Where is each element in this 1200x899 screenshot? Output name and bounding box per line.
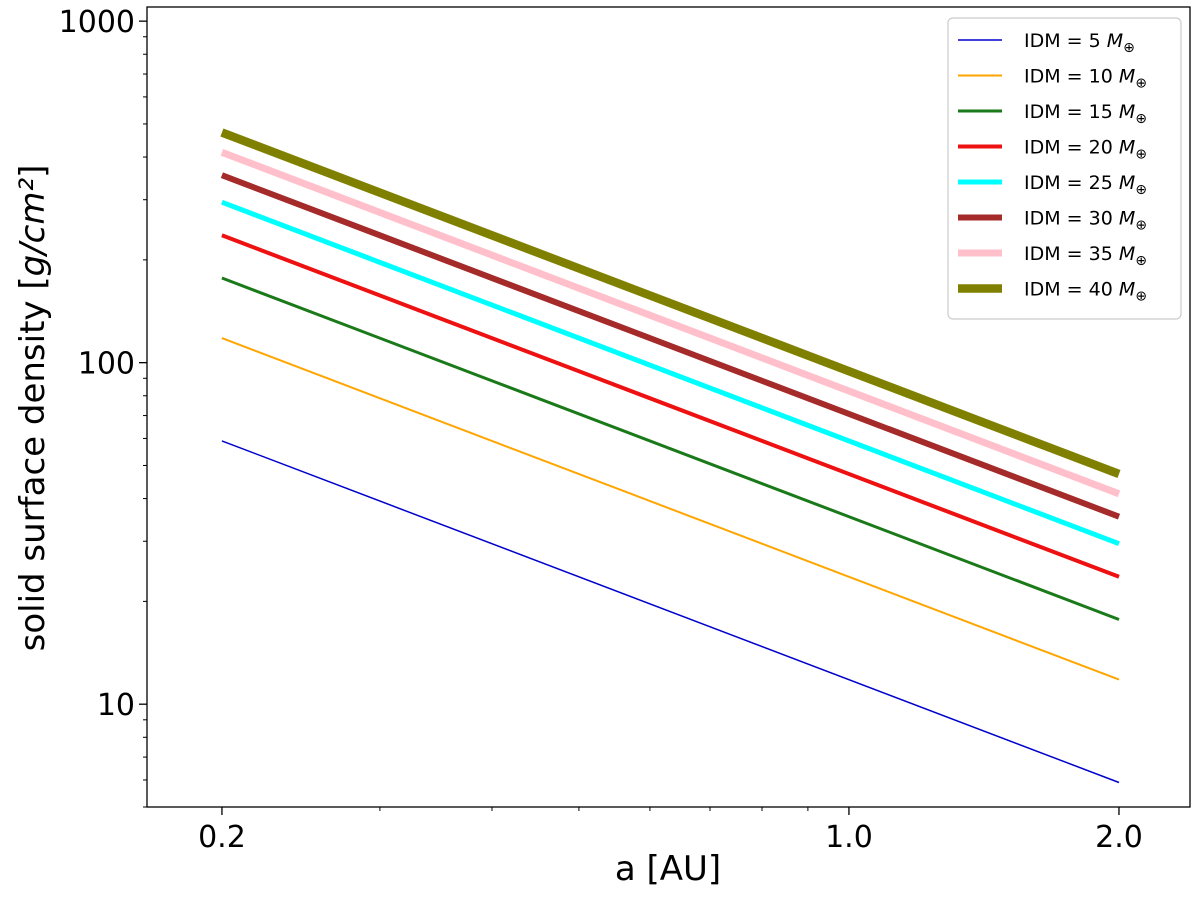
legend-label-subscript: ⊕ [1135, 253, 1147, 269]
legend-label: IDM = 10 M⊕ [1024, 66, 1147, 92]
legend-item: IDM = 35 M⊕ [958, 243, 1147, 269]
legend: IDM = 5 M⊕IDM = 10 M⊕IDM = 15 M⊕IDM = 20… [947, 17, 1182, 320]
series-line-4 [221, 233, 1120, 579]
series-line-5 [221, 199, 1120, 547]
legend-label: IDM = 35 M⊕ [1024, 243, 1147, 269]
legend-label: IDM = 5 M⊕ [1024, 30, 1135, 56]
legend-item: IDM = 15 M⊕ [958, 101, 1147, 127]
legend-label-subscript: ⊕ [1123, 40, 1135, 56]
legend-label-subscript: ⊕ [1135, 289, 1147, 305]
legend-label: IDM = 40 M⊕ [1024, 279, 1147, 305]
legend-label-name: IDM = 10 [1024, 66, 1119, 88]
x-axis-label: a [AU] [615, 849, 721, 889]
series-line-8 [220, 128, 1121, 478]
legend-label-unit: M [1119, 101, 1135, 123]
legend-label-unit: M [1119, 66, 1135, 88]
x-tick-label: 0.2 [198, 820, 246, 855]
y-tick-label: 100 [78, 347, 135, 382]
y-axis-label: solid surface density [g/cm²] [13, 165, 53, 652]
series-layer [220, 128, 1121, 784]
legend-label-subscript: ⊕ [1135, 218, 1147, 234]
legend-items: IDM = 5 M⊕IDM = 10 M⊕IDM = 15 M⊕IDM = 20… [958, 30, 1147, 305]
legend-label-subscript: ⊕ [1135, 76, 1147, 92]
series-line-7 [220, 149, 1121, 498]
legend-label-unit: M [1107, 30, 1123, 52]
series-line-1 [221, 440, 1120, 784]
legend-label-name: IDM = 40 [1024, 279, 1119, 301]
legend-label-unit: M [1119, 243, 1135, 265]
y-axis-label-suffix: ] [13, 165, 53, 178]
y-axis-label-prefix: solid surface density [ [13, 276, 53, 651]
legend-label-subscript: ⊕ [1135, 182, 1147, 198]
legend-frame [947, 17, 1182, 320]
series-line-2 [221, 337, 1120, 681]
y-tick-label: 1000 [59, 5, 135, 40]
legend-label: IDM = 25 M⊕ [1024, 172, 1147, 198]
axis-ticks: 0.2 1.0 2.0 10 100 1000 [59, 5, 1143, 855]
y-tick-label: 10 [97, 688, 135, 723]
legend-label-unit: M [1119, 172, 1135, 194]
legend-item: IDM = 30 M⊕ [958, 208, 1147, 234]
legend-label-name: IDM = 25 [1024, 172, 1119, 194]
y-axis-label-units: g/cm² [13, 178, 53, 277]
legend-label-name: IDM = 35 [1024, 243, 1119, 265]
legend-item: IDM = 10 M⊕ [958, 66, 1147, 92]
legend-label-name: IDM = 15 [1024, 101, 1119, 123]
legend-label: IDM = 30 M⊕ [1024, 208, 1147, 234]
legend-label-subscript: ⊕ [1135, 111, 1147, 127]
legend-label-subscript: ⊕ [1135, 147, 1147, 163]
legend-label-unit: M [1119, 279, 1135, 301]
legend-label: IDM = 20 M⊕ [1024, 137, 1147, 163]
legend-label-name: IDM = 30 [1024, 208, 1119, 230]
plot-frame [146, 6, 1191, 808]
x-tick-label: 1.0 [825, 820, 873, 855]
legend-label-unit: M [1119, 137, 1135, 159]
legend-item: IDM = 5 M⊕ [958, 30, 1135, 56]
legend-item: IDM = 25 M⊕ [958, 172, 1147, 198]
legend-label: IDM = 15 M⊕ [1024, 101, 1147, 127]
series-line-6 [220, 172, 1121, 520]
series-line-3 [221, 276, 1120, 621]
legend-label-unit: M [1119, 208, 1135, 230]
legend-label-name: IDM = 5 [1024, 30, 1107, 52]
legend-item: IDM = 20 M⊕ [958, 137, 1147, 163]
legend-label-name: IDM = 20 [1024, 137, 1119, 159]
legend-item: IDM = 40 M⊕ [958, 279, 1147, 305]
x-tick-label: 2.0 [1095, 820, 1143, 855]
